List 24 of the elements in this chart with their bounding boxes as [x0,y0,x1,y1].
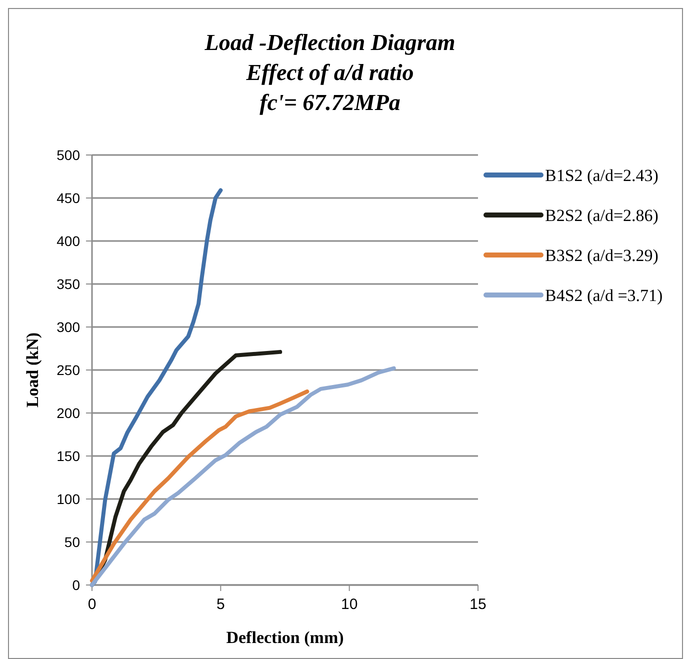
legend-label: B2S2 (a/d=2.86) [545,206,658,225]
x-tick-label: 15 [470,596,486,613]
y-tick-label: 0 [72,576,80,593]
legend-label: B3S2 (a/d=3.29) [545,246,658,265]
y-tick-label: 450 [56,190,80,206]
x-tick-label: 0 [88,596,96,613]
legend-label: B1S2 (a/d=2.43) [545,166,658,185]
x-axis-title: Deflection (mm) [226,628,344,647]
y-tick-label: 100 [56,490,80,507]
y-tick-label: 200 [56,404,80,421]
y-tick-label: 150 [56,448,80,464]
chart-title: Load -Deflection Diagram Effect of a/d ratio fc'= 67.72MPa [204,30,456,115]
line-series [90,366,396,587]
y-tick-label: 350 [56,276,80,292]
legend-label: B4S2 (a/d =3.71) [545,286,663,305]
y-tick-label: 50 [64,534,80,550]
x-tick-label: 10 [340,596,358,613]
y-tick-label: 300 [56,318,80,335]
y-axis-title: Load (kN) [23,332,42,408]
y-tick-label: 400 [56,232,80,249]
x-tick-label: 5 [216,596,225,613]
y-tick-label: 500 [56,146,80,163]
y-tick-label: 250 [56,362,80,378]
line-series [90,390,310,583]
